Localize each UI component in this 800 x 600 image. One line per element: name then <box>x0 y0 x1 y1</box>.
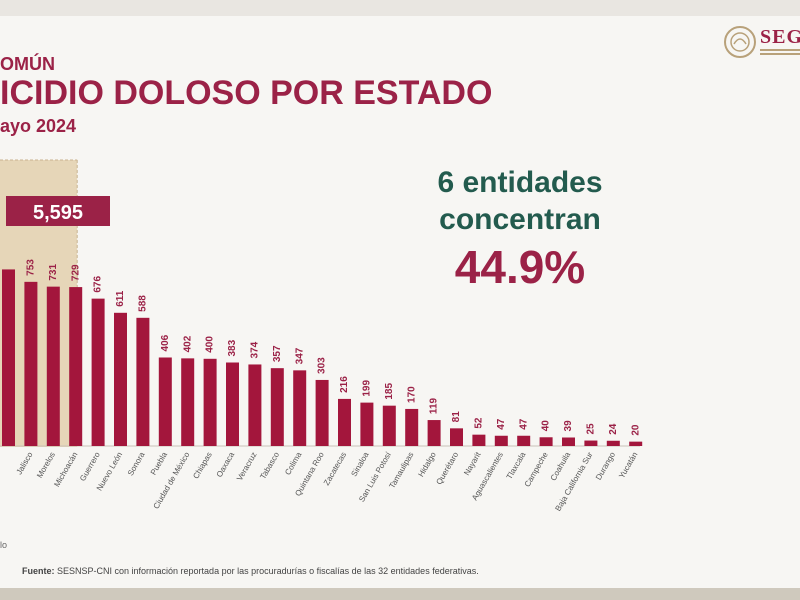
bottom-strip <box>0 588 800 600</box>
bar-value-label: 170 <box>406 386 417 403</box>
bar-value-label: 611 <box>115 290 126 307</box>
category-tick-label: Colima <box>283 450 304 477</box>
bar <box>606 440 620 446</box>
bar-value-label: 383 <box>227 339 238 356</box>
bar-value-label: 406 <box>160 334 171 351</box>
category-tick-label: Tabasco <box>258 450 281 481</box>
bar <box>584 440 598 446</box>
category-tick-label: Jalisco <box>15 450 35 476</box>
bar <box>270 368 284 446</box>
bar <box>405 408 419 446</box>
bar-value-label: 216 <box>339 376 350 393</box>
bar <box>338 398 351 446</box>
bar <box>181 358 195 446</box>
category-tick-label: Morelos <box>35 451 57 480</box>
bar <box>494 435 508 446</box>
bar <box>2 269 15 446</box>
bar-value-label: 40 <box>541 420 552 432</box>
bar-value-label: 119 <box>429 397 440 414</box>
category-tick-label: Durango <box>594 450 617 482</box>
bar-value-label: 588 <box>138 295 149 312</box>
bar <box>248 364 262 446</box>
category-tick-label: Puebla <box>149 450 170 477</box>
total-badge <box>6 196 110 226</box>
category-tick-label: Veracruz <box>235 451 259 483</box>
logo-subtitle-lines <box>760 49 800 57</box>
bar <box>315 379 329 446</box>
bar-value-label: 20 <box>630 424 641 436</box>
bar-value-label: 676 <box>93 276 104 293</box>
page-title: ICIDIO DOLOSO POR ESTADO <box>0 74 493 112</box>
bar <box>450 428 463 446</box>
category-tick-label: Yucatán <box>617 451 639 481</box>
bar <box>203 358 217 446</box>
callout-line1: 6 entidades <box>437 166 603 199</box>
bar <box>539 437 553 446</box>
bar <box>360 402 374 446</box>
bar <box>293 370 307 446</box>
bar-value-label: 357 <box>272 345 283 362</box>
bar-value-label: 185 <box>384 383 395 400</box>
bar-value-label: 47 <box>496 418 507 430</box>
category-tick-label: Guerrero <box>78 450 102 483</box>
bar <box>24 281 38 446</box>
bar-value-label: 402 <box>182 335 193 352</box>
bar <box>46 286 60 446</box>
category-tick-label: Querétaro <box>434 450 460 486</box>
category-tick-label: Nayarit <box>462 450 483 477</box>
total-badge-label: 5,595 <box>33 202 83 224</box>
page-kicker: OMÚN <box>0 54 55 74</box>
bar-value-label: 52 <box>474 417 485 429</box>
bar <box>562 437 575 446</box>
callout-percentage: 44.9% <box>454 241 586 293</box>
note-text: lo <box>0 540 8 550</box>
bar-value-label: 729 <box>70 264 81 281</box>
source-text: SESNSP-CNI con información reportada por… <box>54 566 479 576</box>
page-subtitle: ayo 2024 <box>0 116 77 136</box>
category-tick-label: Hidalgo <box>416 450 438 478</box>
bar <box>136 317 150 446</box>
source-footer: Fuente: SESNSP-CNI con información repor… <box>22 566 479 576</box>
category-tick-label: Michoacán <box>52 451 79 489</box>
bar-value-label: 347 <box>294 347 305 364</box>
bar <box>226 362 239 446</box>
bar-value-label: 731 <box>48 264 59 281</box>
category-tick-label: Sonora <box>126 450 147 477</box>
coat-of-arms-icon <box>724 26 756 58</box>
category-tick-label: Chiapas <box>191 451 213 481</box>
bar <box>472 434 486 446</box>
category-tick-label: Coahuila <box>549 450 573 482</box>
bar-value-label: 303 <box>317 357 328 374</box>
bar-value-label: 39 <box>563 420 574 432</box>
callout-line2: concentran <box>439 203 601 236</box>
category-tick-label: Tlaxcala <box>505 450 528 481</box>
bar <box>91 298 105 446</box>
bar <box>69 287 83 446</box>
slide-background <box>0 16 800 588</box>
bar <box>517 435 531 446</box>
bar <box>114 312 127 446</box>
bar-value-label: 753 <box>26 259 37 276</box>
source-label: Fuente: <box>22 566 55 576</box>
category-tick-label: Zacatecas <box>322 451 348 487</box>
bar-value-label: 199 <box>362 379 373 396</box>
bar <box>158 357 172 446</box>
bar <box>382 405 396 446</box>
bar-value-label: 24 <box>608 423 619 435</box>
bar-value-label: 47 <box>518 418 529 430</box>
bar-value-label: 400 <box>205 336 216 353</box>
bar-value-label: 81 <box>451 411 462 423</box>
bar <box>427 420 441 446</box>
category-tick-label: Sinaloa <box>349 450 370 478</box>
bar-value-label: 25 <box>586 423 597 435</box>
category-tick-label: Oaxaca <box>215 450 237 479</box>
logo-text: SEG <box>760 26 800 48</box>
bar <box>629 441 643 446</box>
bar-value-label: 374 <box>250 341 261 358</box>
